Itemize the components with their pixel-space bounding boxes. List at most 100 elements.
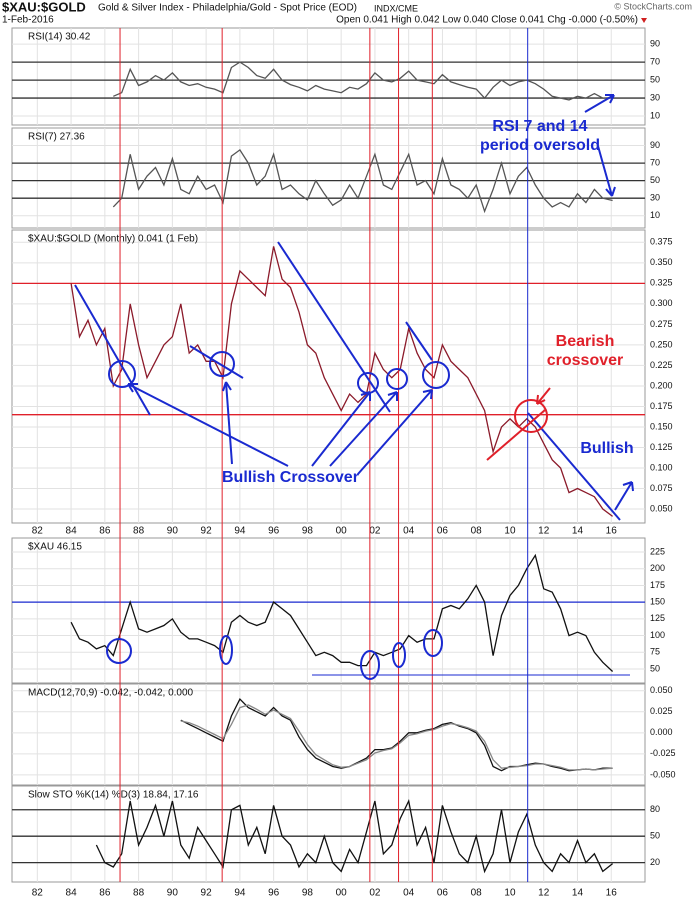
x-tick-label: 14 (572, 888, 584, 899)
x-tick-label: 02 (369, 526, 381, 537)
y-tick-label: 0.000 (650, 727, 673, 737)
x-tick-label: 00 (336, 526, 348, 537)
circle (106, 638, 132, 664)
x-tick-label: 12 (538, 526, 550, 537)
y-tick-label: 50 (650, 663, 660, 673)
down-icon (641, 18, 647, 23)
y-tick-label: 10 (650, 110, 660, 120)
y-tick-label: 75 (650, 647, 660, 657)
circle (108, 360, 136, 388)
annotation: Bullish (580, 440, 633, 457)
circle (386, 368, 408, 390)
symbol: $XAU:$GOLD (2, 0, 86, 14)
x-tick-label: 92 (201, 526, 213, 537)
y-tick-label: 0.275 (650, 319, 673, 329)
trend-line (74, 284, 151, 416)
x-tick-label: 82 (32, 888, 44, 899)
panel-title: $XAU 46.15 (28, 542, 82, 553)
y-tick-label: 125 (650, 613, 665, 623)
x-tick-label: 96 (268, 526, 280, 537)
series-line (112, 148, 613, 214)
series-line (70, 553, 614, 672)
x-tick-label: 04 (403, 526, 415, 537)
y-tick-label: 0.300 (650, 298, 673, 308)
x-tick-label: 84 (66, 888, 78, 899)
y-tick-label: 70 (650, 157, 660, 167)
x-tick-label: 90 (167, 526, 179, 537)
y-tick-label: 0.375 (650, 237, 673, 247)
y-tick-label: 0.175 (650, 401, 673, 411)
x-tick-label: 90 (167, 888, 179, 899)
y-tick-label: 150 (650, 597, 665, 607)
series-line (70, 246, 613, 517)
x-tick-label: 14 (572, 526, 584, 537)
trend-line (405, 321, 433, 361)
y-tick-label: 175 (650, 580, 665, 590)
arrow-head (127, 381, 433, 401)
x-tick-label: 00 (336, 888, 348, 899)
y-tick-label: 0.200 (650, 380, 673, 390)
annotation: period oversold (480, 137, 600, 154)
circle (219, 635, 233, 665)
y-tick-label: 50 (650, 175, 660, 185)
y-tick-label: 90 (650, 140, 660, 150)
y-tick-label: 80 (650, 804, 660, 814)
x-tick-label: 06 (437, 526, 449, 537)
y-tick-label: 30 (650, 193, 660, 203)
trend-line (486, 409, 546, 461)
x-tick-label: 10 (504, 526, 516, 537)
y-tick-label: 0.050 (650, 685, 673, 695)
y-tick-label: 100 (650, 630, 665, 640)
y-tick-label: 0.025 (650, 706, 673, 716)
x-tick-label: 16 (606, 888, 618, 899)
annotation: Bearish (556, 333, 615, 350)
x-tick-label: 84 (66, 526, 78, 537)
x-tick-label: 16 (606, 526, 618, 537)
y-tick-label: 0.250 (650, 339, 673, 349)
quote: Open 0.041 High 0.042 Low 0.040 Close 0.… (336, 15, 638, 26)
x-tick-label: 98 (302, 526, 314, 537)
description: Gold & Silver Index - Philadelphia/Gold … (98, 3, 357, 14)
y-tick-label: 0.350 (650, 257, 673, 267)
x-tick-label: 08 (471, 888, 483, 899)
y-tick-label: -0.050 (650, 769, 676, 779)
y-tick-label: 200 (650, 563, 665, 573)
circle (514, 399, 548, 433)
panel-title: $XAU:$GOLD (Monthly) 0.041 (1 Feb) (28, 234, 198, 245)
annotations (74, 94, 634, 680)
panel (11, 127, 646, 229)
panel (11, 683, 646, 786)
panel (11, 785, 646, 883)
x-tick-label: 10 (504, 888, 516, 899)
y-tick-label: 0.325 (650, 278, 673, 288)
x-tick-label: 86 (99, 526, 111, 537)
panel-title: Slow STO %K(14) %D(3) 18.84, 17.16 (28, 790, 199, 801)
plot: 90 70 50 30 10 RSI(14) 30.42 90 70 50 30 10 RSI(7) … (11, 27, 676, 899)
y-tick-label: 30 (650, 92, 660, 102)
x-tick-label: 94 (234, 888, 246, 899)
annotation: Bullish Crossover (222, 469, 359, 486)
x-tick-label: 96 (268, 888, 280, 899)
y-tick-label: 20 (650, 857, 660, 867)
x-tick-label: 82 (32, 526, 44, 537)
x-tick-label: 06 (437, 888, 449, 899)
arrow (536, 387, 551, 405)
trend-line (277, 241, 391, 413)
x-tick-label: 92 (201, 888, 213, 899)
y-tick-label: 90 (650, 39, 660, 49)
copyright: © StockCharts.com (614, 1, 692, 11)
arrow (584, 94, 616, 197)
y-tick-label: 50 (650, 831, 660, 841)
panel-title: MACD(12,70,9) -0.042, -0.042, 0.000 (28, 688, 194, 699)
panel (11, 27, 646, 126)
x-tick-label: 08 (471, 526, 483, 537)
annotation: RSI 7 and 14 (492, 118, 587, 135)
y-tick-label: 0.100 (650, 462, 673, 472)
panel-title: RSI(14) 30.42 (28, 32, 91, 43)
series-line (95, 798, 614, 874)
y-tick-label: 0.150 (650, 421, 673, 431)
arrow (127, 381, 433, 475)
circle (422, 361, 450, 389)
x-tick-label: 98 (302, 888, 314, 899)
